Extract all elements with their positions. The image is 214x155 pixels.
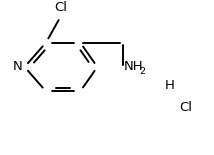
Text: 2: 2: [140, 67, 146, 76]
Text: NH: NH: [124, 60, 144, 73]
Text: Cl: Cl: [180, 101, 193, 114]
Text: H: H: [165, 79, 175, 92]
Text: N: N: [13, 60, 23, 73]
Text: Cl: Cl: [55, 1, 67, 14]
